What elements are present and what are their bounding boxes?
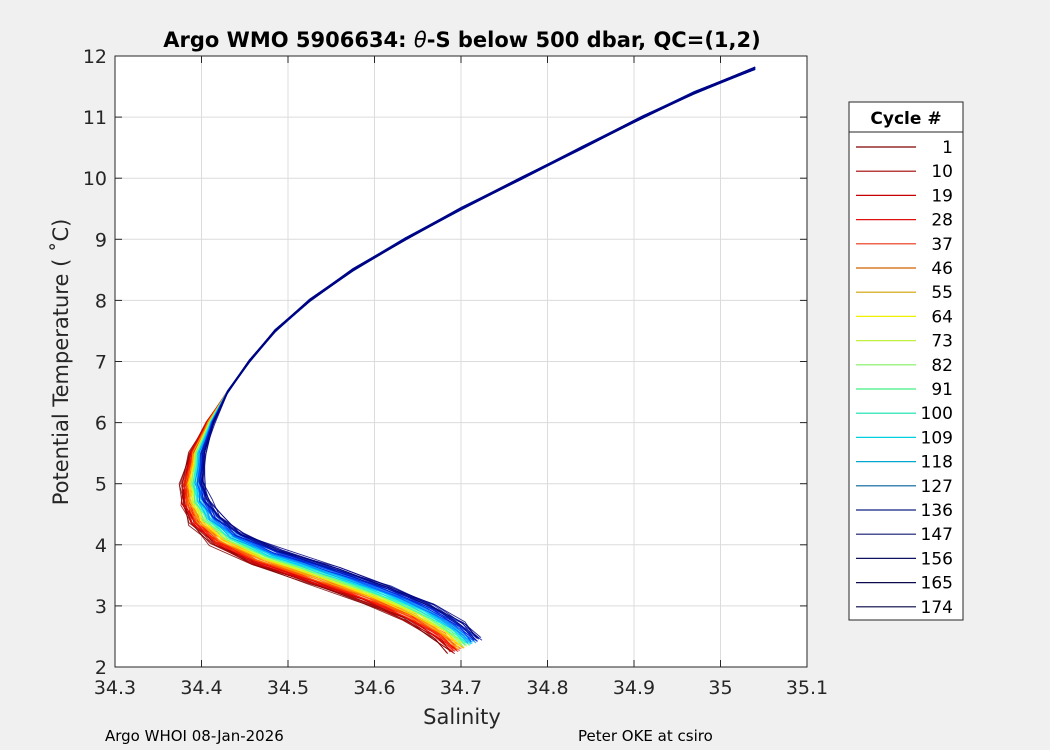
x-tick-label: 34.7: [440, 677, 482, 699]
legend-entry-label: 46: [931, 259, 953, 279]
y-tick-label: 5: [95, 474, 107, 496]
x-tick-label: 34.6: [353, 677, 395, 699]
chart-title: Argo WMO 5906634: θ-S below 500 dbar, QC…: [163, 28, 760, 52]
legend-entries: 1 10 19 28 37 46 55 64 73 82 91 100 109 118 127 136 147 1…: [856, 138, 953, 618]
legend-title: Cycle #: [870, 109, 941, 129]
legend-entry-label: 109: [921, 428, 953, 448]
x-axis-label: Salinity: [423, 705, 501, 729]
y-tick-label: 7: [95, 352, 107, 374]
legend-entry-label: 10: [931, 162, 953, 182]
legend-entry-label: 147: [921, 525, 953, 545]
legend-entry-label: 28: [931, 211, 953, 231]
y-tick-label: 9: [95, 229, 107, 251]
footer-source: Argo WHOI 08-Jan-2026: [105, 727, 284, 745]
legend-entry-label: 82: [931, 356, 953, 376]
x-tick-label: 34.5: [267, 677, 309, 699]
axis-ticks: 34.3 34.4 34.5 34.6 34.7 34.8 34.9 35 35.1 2 3 4 5 6 7…: [83, 46, 828, 699]
legend-entry-label: 127: [921, 477, 953, 497]
profile-line: [201, 66, 756, 638]
y-tick-label: 6: [95, 413, 107, 435]
x-tick-label: 34.4: [180, 677, 222, 699]
legend-entry-label: 19: [931, 186, 953, 206]
legend-entry-label: 37: [931, 235, 953, 255]
grid-lines: [114, 55, 808, 668]
y-tick-label: 4: [95, 535, 107, 557]
x-tick-label: 34.8: [526, 677, 568, 699]
legend-entry-label: 55: [931, 283, 953, 303]
x-tick-label: 35: [708, 677, 732, 699]
legend-entry-label: 100: [921, 404, 953, 424]
y-tick-label: 3: [95, 596, 107, 618]
legend: Cycle # 1 10 19 28 37 46 55 64 73 82 91 100 109 118 12…: [848, 101, 964, 621]
y-tick-label: 10: [83, 168, 107, 190]
legend-entry-label: 156: [921, 549, 953, 569]
legend-entry-label: 118: [921, 453, 953, 473]
profile-line: [200, 68, 756, 639]
y-tick-label: 8: [95, 290, 107, 312]
y-tick-label: 2: [95, 657, 107, 679]
profile-lines: [178, 66, 756, 655]
x-tick-label: 34.3: [94, 677, 136, 699]
legend-entry-label: 91: [931, 380, 953, 400]
x-tick-label: 34.9: [613, 677, 655, 699]
legend-entry-label: 73: [931, 332, 953, 352]
legend-entry-label: 174: [921, 598, 953, 618]
y-tick-label: 12: [83, 46, 107, 68]
legend-entry-label: 165: [921, 574, 953, 594]
footer-author: Peter OKE at csiro: [578, 727, 713, 745]
y-tick-label: 11: [83, 107, 107, 129]
x-tick-label: 35.1: [786, 677, 828, 699]
y-axis-label: Potential Temperature ( ˚C): [49, 219, 73, 506]
legend-entry-label: 1: [942, 138, 953, 158]
legend-entry-label: 136: [921, 501, 953, 521]
legend-entry-label: 64: [931, 307, 953, 327]
